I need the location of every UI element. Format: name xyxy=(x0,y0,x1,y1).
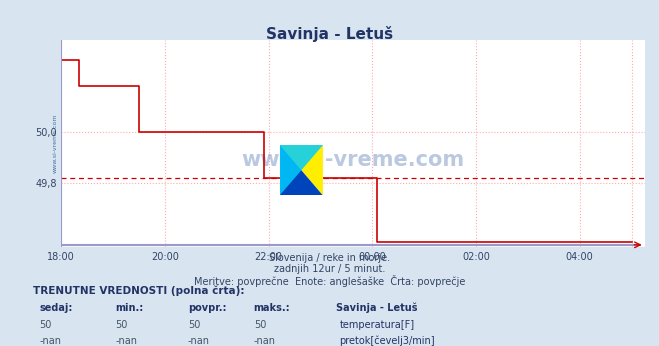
Text: maks.:: maks.: xyxy=(254,303,291,313)
Polygon shape xyxy=(280,145,323,195)
Text: TRENUTNE VREDNOSTI (polna črta):: TRENUTNE VREDNOSTI (polna črta): xyxy=(33,285,244,296)
Text: -nan: -nan xyxy=(115,336,137,346)
Text: min.:: min.: xyxy=(115,303,144,313)
Text: temperatura[F]: temperatura[F] xyxy=(339,320,415,330)
Text: Meritve: povprečne  Enote: anglešaške  Črta: povprečje: Meritve: povprečne Enote: anglešaške Črt… xyxy=(194,275,465,288)
Polygon shape xyxy=(280,145,323,195)
Text: Slovenija / reke in morje.: Slovenija / reke in morje. xyxy=(269,253,390,263)
Text: -nan: -nan xyxy=(254,336,275,346)
Text: -nan: -nan xyxy=(188,336,210,346)
Text: zadnjih 12ur / 5 minut.: zadnjih 12ur / 5 minut. xyxy=(273,264,386,274)
Text: Savinja - Letuš: Savinja - Letuš xyxy=(266,26,393,42)
Polygon shape xyxy=(280,145,323,195)
Text: 50: 50 xyxy=(115,320,128,330)
Text: sedaj:: sedaj: xyxy=(40,303,73,313)
Text: 50: 50 xyxy=(188,320,200,330)
Text: 50: 50 xyxy=(40,320,52,330)
Text: www.si-vreme.com: www.si-vreme.com xyxy=(241,150,465,170)
Text: www.si-vreme.com: www.si-vreme.com xyxy=(53,114,58,173)
Text: -nan: -nan xyxy=(40,336,61,346)
Text: 50: 50 xyxy=(254,320,266,330)
Text: pretok[čevelj3/min]: pretok[čevelj3/min] xyxy=(339,336,435,346)
Text: povpr.:: povpr.: xyxy=(188,303,226,313)
Polygon shape xyxy=(280,145,323,195)
Text: Savinja - Letuš: Savinja - Letuš xyxy=(336,303,418,313)
